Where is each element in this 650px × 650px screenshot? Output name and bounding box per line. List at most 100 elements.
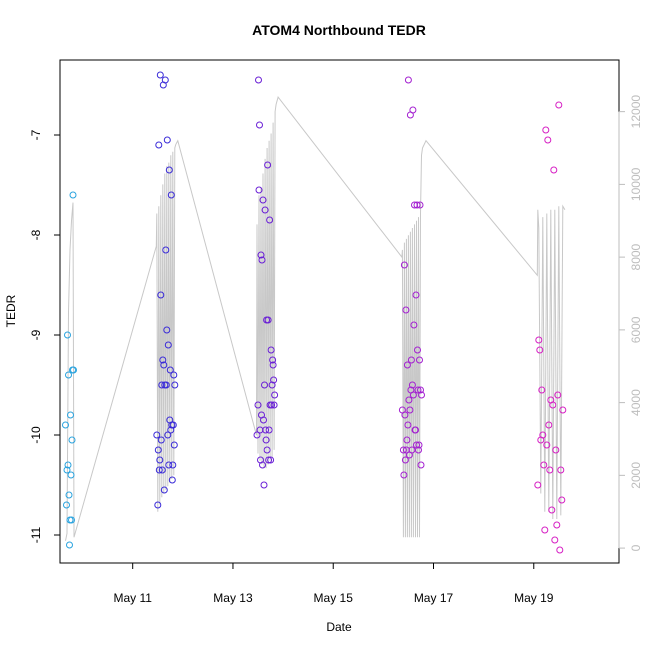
y2-tick-label: 10000: [629, 167, 643, 201]
data-point-series-3: [268, 401, 276, 409]
data-point-series-1: [68, 516, 75, 524]
data-point-series-4: [409, 106, 417, 114]
data-point-series-4: [415, 441, 423, 449]
data-point-series-5: [546, 466, 554, 474]
data-point-series-2: [169, 421, 177, 429]
data-point-series-4: [408, 446, 416, 454]
data-point-series-3: [255, 76, 262, 84]
data-point-series-5: [536, 346, 544, 354]
data-point-series-2: [154, 501, 162, 509]
data-point-series-4: [400, 261, 408, 269]
y-tick-label: -10: [29, 426, 43, 444]
data-point-series-3: [260, 481, 268, 489]
data-point-series-3: [270, 376, 278, 384]
data-point-series-3: [267, 456, 275, 464]
data-point-series-2: [156, 71, 164, 79]
data-point-series-2: [170, 441, 178, 449]
data-point-series-3: [260, 416, 267, 424]
data-point-series-4: [405, 396, 413, 404]
data-point-series-3: [258, 256, 266, 264]
data-point-series-3: [265, 426, 273, 434]
data-point-series-3: [264, 316, 272, 324]
data-point-series-2: [166, 366, 174, 374]
data-point-series-1: [63, 501, 70, 509]
data-point-series-5: [554, 391, 562, 399]
data-point-series-2: [157, 436, 165, 444]
data-point-series-1: [69, 191, 77, 199]
data-point-series-4: [406, 406, 414, 414]
data-point-series-4: [416, 201, 424, 209]
data-point-series-4: [414, 386, 422, 394]
tedr-points-layer: [62, 71, 567, 554]
data-point-series-2: [158, 466, 166, 474]
y2-tick-label: 4000: [629, 389, 643, 416]
data-point-series-4: [415, 446, 422, 454]
data-point-series-1: [63, 466, 71, 474]
data-point-series-2: [160, 486, 168, 494]
data-point-series-1: [65, 371, 72, 379]
data-point-series-2: [162, 246, 170, 254]
data-point-series-5: [534, 481, 542, 489]
y2-tick-label: 12000: [629, 95, 643, 129]
data-point-series-2: [160, 361, 168, 369]
data-point-series-4: [416, 356, 423, 364]
data-point-series-2: [155, 466, 163, 474]
data-point-series-5: [558, 496, 566, 504]
data-point-series-2: [157, 291, 165, 299]
y2-tick-label: 0: [629, 544, 643, 551]
data-point-series-3: [259, 196, 267, 204]
chart-title: ATOM4 Northbound TEDR: [252, 22, 426, 38]
data-point-series-2: [163, 326, 171, 334]
data-point-series-2: [165, 461, 173, 469]
data-point-series-4: [414, 346, 421, 354]
data-point-series-4: [408, 381, 416, 389]
data-point-series-5: [541, 526, 549, 534]
data-point-series-4: [410, 321, 418, 329]
data-point-series-2: [163, 136, 171, 144]
data-point-series-4: [399, 446, 407, 454]
y2-tick-label: 8000: [629, 243, 643, 270]
data-point-series-5: [544, 136, 552, 144]
x-tick-label: May 17: [414, 591, 454, 605]
y2-tick-label: 6000: [629, 316, 643, 343]
data-point-series-4: [412, 291, 420, 299]
data-point-series-2: [164, 431, 172, 439]
data-point-series-3: [267, 346, 275, 354]
data-point-series-4: [412, 426, 419, 434]
plot-frame: [59, 59, 620, 564]
data-point-series-1: [62, 421, 69, 429]
data-point-series-1: [66, 541, 73, 549]
data-point-series-4: [413, 201, 421, 209]
data-point-series-5: [542, 126, 550, 134]
data-point-series-5: [559, 406, 567, 414]
data-point-series-3: [271, 391, 279, 399]
data-point-series-3: [270, 401, 278, 409]
data-point-series-5: [553, 521, 561, 529]
data-point-series-4: [409, 391, 417, 399]
x-tick-label: May 11: [113, 591, 152, 605]
data-point-series-3: [262, 426, 270, 434]
y-tick-label: -7: [29, 129, 43, 140]
data-point-series-4: [417, 461, 425, 469]
data-point-series-5: [535, 336, 543, 344]
record-index-line: [65, 96, 566, 541]
data-point-series-2: [169, 461, 177, 469]
data-point-series-2: [161, 76, 169, 84]
data-point-series-2: [159, 356, 167, 364]
data-point-series-3: [266, 216, 274, 224]
y-axis-label: TEDR: [4, 294, 18, 327]
data-point-series-1: [64, 331, 71, 339]
data-point-series-1: [64, 461, 72, 469]
data-point-series-5: [551, 536, 559, 544]
data-point-series-2: [154, 446, 162, 454]
data-point-series-5: [540, 461, 548, 469]
y-tick-label: -11: [29, 526, 43, 543]
data-point-series-1: [67, 411, 74, 419]
data-point-series-1: [68, 436, 76, 444]
data-point-series-3: [263, 446, 271, 454]
data-point-series-5: [555, 101, 563, 109]
data-point-series-5: [557, 466, 565, 474]
data-point-series-4: [400, 471, 408, 479]
data-point-series-3: [256, 121, 263, 129]
